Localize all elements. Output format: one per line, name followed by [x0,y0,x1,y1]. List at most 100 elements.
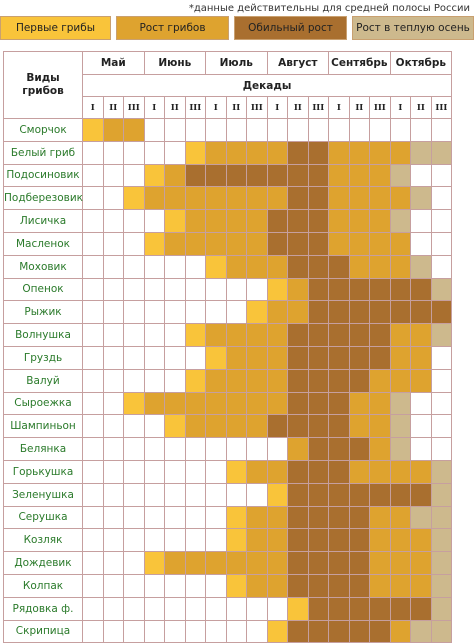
season-cell [164,391,186,416]
decade-label: III [246,96,268,119]
season-cell [328,277,350,302]
table-row: Зеленушка [3,482,453,507]
season-cell [205,551,227,575]
season-cell [164,140,186,165]
season-cell [164,118,186,142]
season-cell [164,209,186,233]
season-cell [410,140,432,165]
season-cell [328,368,350,393]
season-cell [266,619,289,643]
season-cell [143,368,166,393]
season-cell [246,118,268,142]
season-cell [184,528,207,553]
species-name: Моховик [3,254,83,279]
season-cell [328,254,350,279]
table-row: Сморчок [3,118,453,142]
season-cell [389,254,412,279]
season-cell [225,505,248,530]
season-cell [184,505,207,530]
season-cell [102,391,124,416]
season-cell [246,140,268,165]
decade-label: II [410,96,432,119]
season-cell [184,596,207,621]
season-cell [102,573,124,598]
season-cell [225,437,248,461]
season-cell [307,437,330,461]
season-cell [328,596,350,621]
season-cell [328,300,350,325]
season-cell [246,209,268,233]
season-cell [430,140,453,165]
season-cell [369,300,391,325]
season-cell [225,345,248,370]
season-cell [389,596,412,621]
season-cell [102,482,124,507]
season-cell [246,505,268,530]
species-name: Серушка [3,505,83,530]
season-cell [82,186,104,211]
season-cell [410,414,432,439]
season-cell [287,300,309,325]
season-cell [348,619,371,643]
season-cell [369,596,391,621]
season-cell [430,163,453,188]
season-cell [225,414,248,439]
season-cell [348,528,371,553]
table-row: Дождевик [3,551,453,575]
season-cell [328,345,350,370]
season-cell [307,573,330,598]
season-cell [225,391,248,416]
season-cell [389,619,412,643]
table-row: Груздь [3,345,453,370]
season-cell [410,437,432,461]
decade-label: I [328,96,350,119]
season-cell [102,186,124,211]
season-cell [205,163,227,188]
species-name: Сморчок [3,118,83,142]
season-cell [287,345,309,370]
season-cell [82,163,104,188]
season-cell [410,619,432,643]
season-cell [369,482,391,507]
decade-label: III [369,96,391,119]
season-cell [430,437,453,461]
season-cell [246,437,268,461]
season-cell [410,482,432,507]
season-cell [184,140,207,165]
season-cell [164,345,186,370]
season-cell [287,528,309,553]
season-cell [184,231,207,256]
season-cell [205,140,227,165]
season-cell [266,323,289,347]
season-cell [143,163,166,188]
season-cell [369,163,391,188]
table-row: Опенок [3,277,453,302]
season-cell [328,459,350,484]
season-cell [430,323,453,347]
season-cell [205,277,227,302]
species-name: Козляк [3,528,83,553]
season-cell [123,482,145,507]
season-cell [143,505,166,530]
season-cell [307,619,330,643]
season-cell [143,186,166,211]
season-cell [82,231,104,256]
season-cell [184,323,207,347]
season-cell [82,596,104,621]
season-cell [348,209,371,233]
season-cell [123,368,145,393]
season-cell [307,482,330,507]
season-cell [82,300,104,325]
season-cell [307,186,330,211]
decade-label: II [348,96,371,119]
season-cell [246,231,268,256]
table-row: Подосиновик [3,163,453,188]
season-cell [184,391,207,416]
season-cell [143,140,166,165]
season-cell [225,186,248,211]
season-cell [102,231,124,256]
season-cell [348,505,371,530]
table-row: Серушка [3,505,453,530]
season-cell [123,345,145,370]
species-name: Волнушка [3,323,83,347]
